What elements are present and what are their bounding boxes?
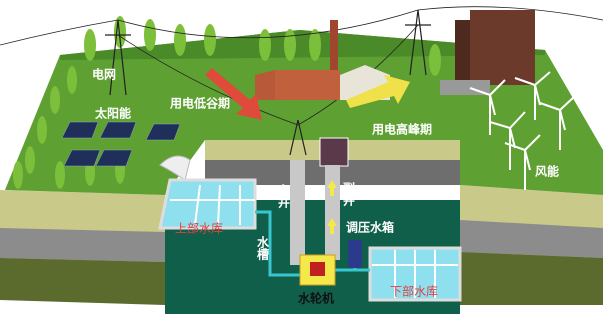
surge-tank [348,240,362,268]
label: 下部水库 [390,284,438,299]
turbine [300,255,335,285]
label: 上部水库 [175,221,223,236]
control-building [320,138,348,166]
label: 副井 [342,181,356,207]
label: 太阳能 [95,106,131,121]
diagram: 电网 太阳能 用电低谷期 用电高峰期 风能 主井 副井 调压水箱 水槽 水轮机 … [0,0,603,314]
label: 电网 [92,67,116,82]
label: 水槽 [256,235,270,261]
label: 主井 [277,183,291,209]
page: {"labels": {"grid": "电网", "solar": "太阳能"… [0,0,603,314]
label: 用电低谷期 [169,96,230,111]
label: 水轮机 [298,291,334,306]
label: 风能 [535,164,559,179]
label: 调压水箱 [346,220,394,235]
label: 用电高峰期 [371,122,432,137]
